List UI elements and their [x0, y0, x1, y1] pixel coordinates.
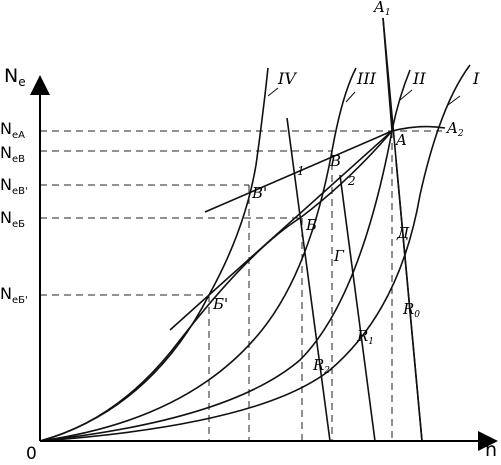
label-one: 1: [297, 164, 305, 178]
tick-NeB: NeB: [0, 143, 25, 165]
curve-III: [39, 67, 357, 442]
regulator-line-R1: [339, 174, 376, 442]
guide-lines: [40, 130, 442, 441]
regulator-lines: [286, 117, 423, 442]
label-Be: Б: [305, 216, 317, 234]
label-D: Д: [396, 224, 410, 242]
regulator-line-R2: [286, 117, 331, 442]
regulator-line-R0: [395, 159, 423, 442]
axes: [30, 75, 498, 451]
point-labels: A1 A A2 B B' Б Б' Г Д 1 2: [212, 0, 464, 313]
y-tick-labels: NeA NeB NeB' NeБ NeБ': [0, 119, 28, 306]
external-characteristic-curve: [39, 17, 393, 442]
label-A2: A2: [445, 119, 464, 139]
label-two: 2: [347, 174, 356, 188]
label-B-prime: B': [251, 184, 267, 202]
origin-label: 0: [26, 444, 37, 464]
label-A: A: [394, 131, 407, 149]
label-B: B: [329, 152, 341, 170]
partial-characteristic-A-A2: [391, 125, 446, 132]
tick-NeB-prime: NeB': [0, 175, 28, 197]
leader-I: [447, 95, 461, 106]
label-Be-prime: Б': [212, 295, 228, 313]
label-A1: A1: [372, 0, 391, 18]
label-curve-II: II: [412, 69, 426, 88]
partial-line-Be-prime-A: [169, 130, 393, 331]
curve-labels: IV III II I: [277, 69, 480, 88]
x-axis-label: n: [485, 439, 497, 461]
propeller-curves: [39, 17, 471, 442]
curve-I: [39, 64, 471, 442]
label-leaders: [267, 87, 461, 106]
label-curve-I: I: [472, 69, 480, 88]
y-axis-label: Ne: [4, 65, 26, 89]
label-curve-III: III: [356, 69, 377, 88]
tick-NeA: NeA: [0, 119, 25, 141]
partial-load-lines: [169, 17, 423, 442]
partial-line-B-prime-A: [204, 130, 393, 213]
label-curve-IV: IV: [277, 69, 297, 88]
label-R2: R2: [312, 356, 330, 376]
label-R1: R1: [356, 327, 374, 347]
leader-II: [399, 89, 413, 101]
resistance-labels: R0 R1 R2: [312, 300, 420, 376]
leader-IV: [267, 87, 279, 97]
curve-II: [39, 69, 411, 442]
label-R0: R0: [402, 300, 420, 320]
curve-IV: [39, 67, 269, 442]
label-G: Г: [333, 247, 345, 265]
leader-III: [345, 91, 356, 103]
tick-NeBe-prime: NeБ': [0, 284, 28, 306]
tick-NeBe: NeБ: [0, 208, 25, 230]
